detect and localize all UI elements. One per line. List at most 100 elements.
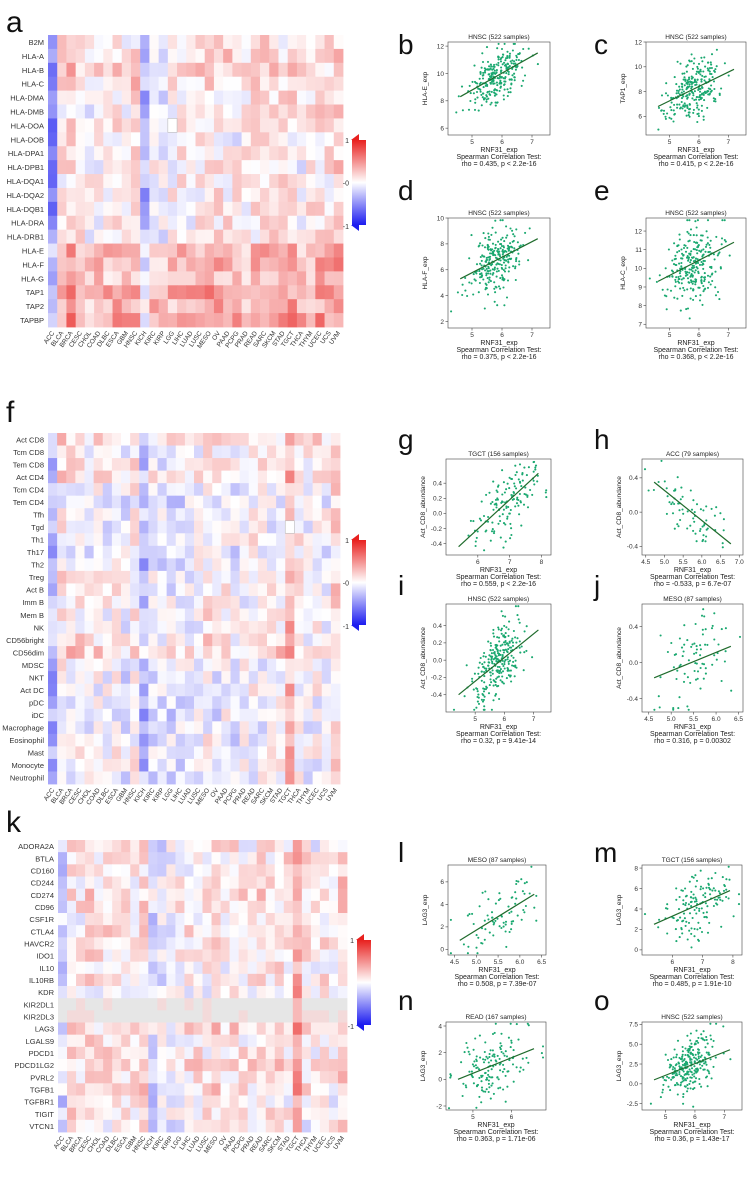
heatmap-cell xyxy=(287,243,298,258)
heatmap-cell xyxy=(130,62,141,78)
heatmap-cell xyxy=(321,595,332,609)
heatmap-cell xyxy=(238,864,249,877)
data-point xyxy=(690,1067,694,1070)
data-point xyxy=(662,1076,665,1079)
data-point xyxy=(717,643,720,646)
heatmap-cell xyxy=(121,495,131,509)
data-point xyxy=(668,116,671,119)
heatmap-cell xyxy=(158,215,169,231)
data-point xyxy=(471,1063,474,1066)
data-point xyxy=(507,248,510,252)
data-point xyxy=(502,481,505,484)
data-point xyxy=(702,1030,705,1033)
heatmap-cell xyxy=(149,118,160,133)
heatmap-row-label: CD274 xyxy=(31,891,54,900)
legend-min-arrow xyxy=(356,1025,364,1031)
heatmap-cell xyxy=(265,1095,276,1109)
data-point xyxy=(487,248,490,251)
heatmap-cell xyxy=(121,285,132,300)
heatmap-cell xyxy=(230,445,241,459)
heatmap-cell xyxy=(232,118,242,133)
heatmap-cell xyxy=(158,118,169,133)
heatmap-cell xyxy=(203,646,213,660)
data-point xyxy=(486,60,490,63)
heatmap-cell xyxy=(121,558,131,572)
heatmap-cell xyxy=(239,458,250,472)
heatmap-cell xyxy=(238,1071,249,1084)
data-point xyxy=(679,106,682,109)
heatmap-cell xyxy=(139,986,149,999)
heatmap-cell xyxy=(112,913,122,926)
data-point xyxy=(684,109,687,112)
heatmap-cell xyxy=(248,533,259,547)
data-point xyxy=(480,66,483,69)
heatmap-cell xyxy=(221,458,231,472)
data-point xyxy=(712,904,715,908)
heatmap-cell xyxy=(112,160,123,175)
heatmap-cell xyxy=(213,299,224,314)
heatmap-cell xyxy=(239,721,250,735)
heatmap-cell xyxy=(229,852,240,865)
heatmap-cell xyxy=(85,1095,95,1109)
data-point xyxy=(710,1077,713,1080)
heatmap-cell xyxy=(103,48,113,64)
data-point xyxy=(500,244,503,248)
x-tick-label: 5 xyxy=(471,1114,475,1121)
data-point xyxy=(698,907,701,910)
heatmap-cell xyxy=(58,852,68,865)
data-point xyxy=(516,614,519,617)
data-point xyxy=(723,62,726,65)
heatmap-cell xyxy=(175,508,186,522)
heatmap-cell xyxy=(121,900,131,914)
heatmap-cell xyxy=(283,986,294,999)
heatmap-cell xyxy=(112,876,122,890)
heatmap-cell xyxy=(310,961,321,975)
heatmap-cell xyxy=(306,215,316,231)
heatmap-cell xyxy=(312,495,323,509)
x-tick-label: 6 xyxy=(670,959,674,966)
data-point xyxy=(658,918,661,921)
heatmap-cell xyxy=(157,608,168,622)
data-point xyxy=(523,882,526,885)
heatmap-cell xyxy=(238,1095,249,1109)
data-point xyxy=(486,1057,489,1060)
heatmap-cell xyxy=(260,132,270,147)
data-point xyxy=(702,253,705,256)
heatmap-cell xyxy=(84,683,95,697)
heatmap-cell xyxy=(310,1046,321,1060)
heatmap-cell xyxy=(148,925,158,938)
data-point xyxy=(500,632,503,635)
heatmap-cell xyxy=(194,520,204,534)
heatmap-cell xyxy=(157,1119,167,1133)
heatmap-cell xyxy=(265,1034,276,1048)
heatmap-cell xyxy=(112,132,123,147)
data-point xyxy=(714,100,717,103)
heatmap-cell xyxy=(248,633,259,647)
heatmap-cell xyxy=(301,973,312,987)
heatmap-cell xyxy=(121,913,131,926)
data-point xyxy=(496,267,499,270)
data-point xyxy=(488,654,491,657)
heatmap-cell xyxy=(221,771,231,785)
correlation-stat-label: rho = 0.435, p < 2.2e-16 xyxy=(461,161,536,168)
data-point xyxy=(682,650,685,653)
heatmap-cell xyxy=(130,570,140,584)
heatmap-cell xyxy=(213,271,224,286)
data-point xyxy=(706,905,709,908)
data-point xyxy=(523,892,526,895)
panel-letter-d: d xyxy=(398,175,414,206)
heatmap-cell xyxy=(158,146,169,161)
heatmap-cell xyxy=(328,925,339,938)
data-point xyxy=(502,921,505,924)
heatmap-cell xyxy=(148,696,158,710)
data-point xyxy=(703,99,706,102)
data-point xyxy=(693,1056,696,1059)
data-point xyxy=(678,249,681,253)
heatmap-cell xyxy=(75,104,86,119)
heatmap-cell xyxy=(283,900,294,914)
heatmap-cell xyxy=(269,76,279,92)
heatmap-cell xyxy=(195,90,206,105)
heatmap-cell xyxy=(301,949,312,963)
data-point xyxy=(505,72,508,75)
data-point xyxy=(490,249,493,252)
